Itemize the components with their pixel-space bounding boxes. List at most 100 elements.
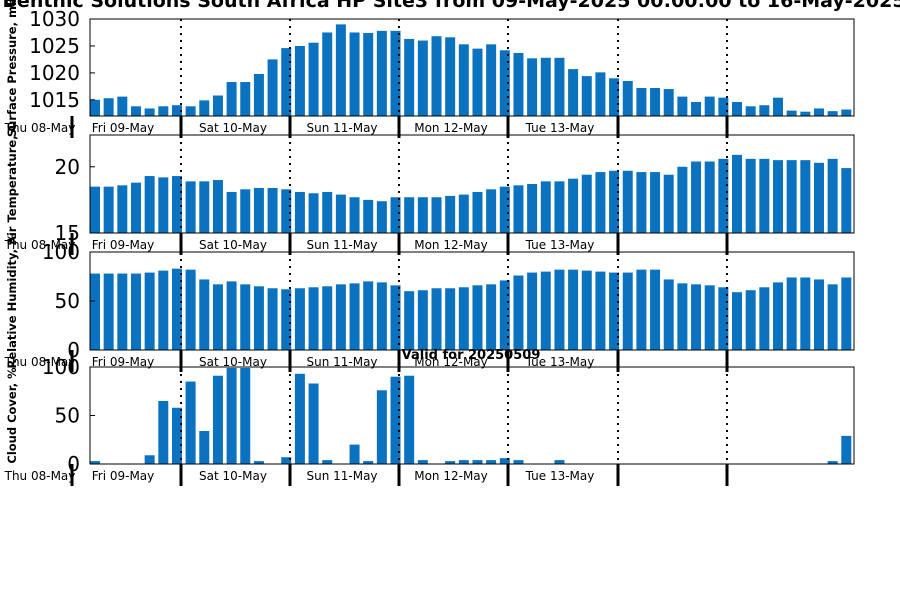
day-label: Sun 11-May: [306, 355, 377, 369]
pressure-bar: [636, 87, 647, 116]
cloud-cover-bar: [253, 461, 264, 464]
relative-humidity-bar: [745, 290, 756, 350]
cloud-cover-bar: [404, 375, 415, 464]
day-label: Sat 10-May: [199, 121, 267, 135]
relative-humidity-bar: [677, 283, 688, 350]
pressure-bar: [294, 45, 305, 116]
day-label: Thu 08-May: [4, 469, 76, 483]
relative-humidity-bar: [445, 288, 456, 350]
relative-humidity-bar: [294, 288, 305, 350]
pressure-bar: [650, 87, 661, 116]
air-temperature-bar: [349, 197, 360, 233]
relative-humidity-bar: [417, 290, 428, 350]
relative-humidity-bar: [622, 272, 633, 350]
pressure-y-tick-label: 1025: [29, 34, 80, 58]
air-temperature-bar: [786, 160, 797, 233]
pressure-bar: [390, 30, 401, 116]
air-temperature-bar: [677, 166, 688, 233]
cloud-cover-bar: [226, 367, 237, 464]
day-label: Sun 11-May: [306, 469, 377, 483]
pressure-bar: [144, 108, 155, 116]
pressure-bar: [773, 97, 783, 116]
air-temperature-bar: [745, 158, 756, 233]
cloud-cover-bar: [513, 460, 524, 464]
air-temperature-bar: [527, 184, 538, 233]
cloud-cover-y-tick-label: 0: [67, 452, 80, 476]
relative-humidity-y-tick-label: 50: [55, 289, 80, 313]
air-temperature-bar: [540, 181, 551, 233]
day-label: Thu 08-May: [4, 121, 76, 135]
day-label: Sat 10-May: [199, 469, 267, 483]
pressure-y-tick-label: 1020: [29, 61, 80, 85]
pressure-bar: [158, 106, 169, 116]
relative-humidity-bar: [308, 287, 319, 350]
air-temperature-bar: [117, 185, 128, 233]
air-temperature-bar: [636, 172, 647, 233]
pressure-bar: [745, 106, 756, 116]
air-temperature-y-axis-label: Air Temperature, C: [5, 123, 19, 245]
air-temperature-bar: [568, 178, 579, 233]
pressure-bar: [117, 96, 128, 116]
relative-humidity-bar: [226, 281, 237, 350]
cloud-cover-bar: [376, 390, 387, 464]
relative-humidity-bar: [90, 273, 100, 350]
relative-humidity-bar: [554, 269, 565, 350]
day-label: Fri 09-May: [92, 355, 155, 369]
pressure-bar: [691, 101, 702, 116]
relative-humidity-bar: [568, 269, 579, 350]
day-label: Tue 13-May: [525, 355, 595, 369]
pressure-bar: [472, 48, 483, 116]
relative-humidity-bar: [527, 272, 538, 350]
relative-humidity-bar: [130, 273, 141, 350]
air-temperature-bar: [171, 176, 182, 233]
pressure-bar: [718, 97, 729, 116]
air-temperature-bar: [363, 199, 374, 233]
air-temperature-bar: [267, 187, 278, 233]
pressure-bar: [445, 37, 456, 116]
relative-humidity-bar: [800, 277, 811, 350]
relative-humidity-bar: [158, 270, 169, 350]
pressure-bar: [595, 72, 606, 116]
cloud-cover-bar: [171, 407, 182, 464]
cloud-cover-bar: [841, 435, 852, 464]
air-temperature-bar: [240, 189, 251, 233]
cloud-cover-bar: [158, 400, 169, 464]
day-label: Thu 08-May: [4, 238, 76, 252]
relative-humidity-bar: [636, 269, 647, 350]
relative-humidity-bar: [595, 271, 606, 350]
air-temperature-bar: [404, 197, 415, 233]
pressure-bar: [568, 69, 579, 116]
pressure-bar: [841, 109, 852, 116]
pressure-bar: [499, 50, 510, 117]
pressure-bar: [554, 57, 565, 116]
pressure-bar: [704, 96, 715, 116]
cloud-cover-bar: [499, 458, 510, 464]
pressure-bar: [513, 52, 524, 116]
day-label: Sat 10-May: [199, 238, 267, 252]
relative-humidity-bar: [335, 284, 346, 350]
cloud-cover-bar: [472, 460, 483, 464]
air-temperature-bar: [90, 186, 100, 233]
air-temperature-bar: [226, 191, 237, 233]
pressure-bar: [267, 59, 278, 116]
relative-humidity-bar: [199, 279, 210, 350]
cloud-cover-bar: [363, 461, 374, 464]
air-temperature-bar: [609, 170, 620, 233]
air-temperature-bar: [458, 194, 469, 233]
air-temperature-bar: [376, 201, 387, 233]
cloud-cover-y-tick-label: 50: [55, 404, 80, 428]
pressure-bar: [540, 57, 551, 116]
day-label: Sun 11-May: [306, 121, 377, 135]
relative-humidity-bar: [349, 283, 360, 350]
air-temperature-bar: [841, 168, 852, 233]
day-label: Mon 12-May: [414, 469, 488, 483]
cloud-cover-bar: [458, 460, 469, 464]
cloud-cover-bar: [185, 381, 196, 464]
air-temperature-bar: [335, 194, 346, 233]
pressure-bar: [622, 80, 633, 116]
pressure-bar: [458, 44, 469, 116]
relative-humidity-bar: [813, 279, 824, 350]
air-temperature-bar: [417, 197, 428, 233]
